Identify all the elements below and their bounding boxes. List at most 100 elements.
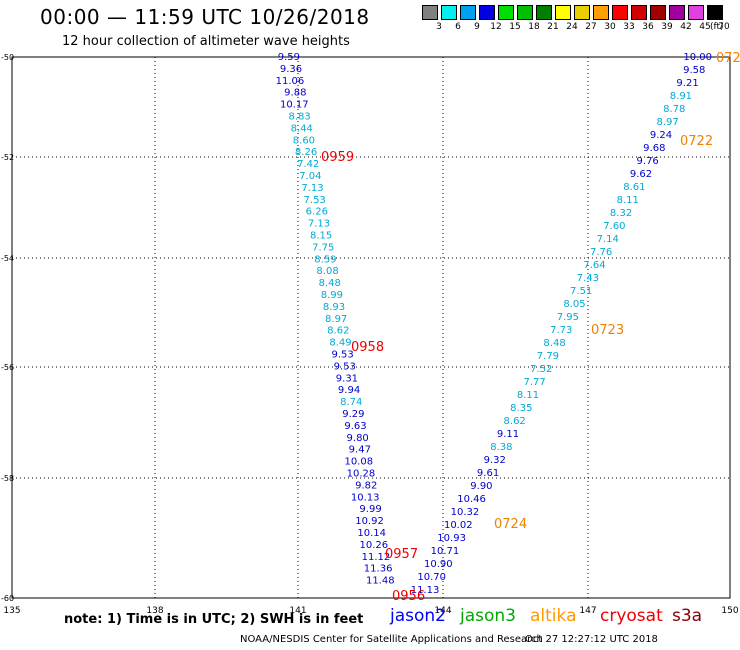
colorbar-cell bbox=[517, 5, 533, 20]
wave-height-value: 9.82 bbox=[355, 480, 377, 491]
wave-height-value: 11.48 bbox=[366, 576, 395, 587]
wave-height-value: 8.15 bbox=[310, 231, 332, 242]
colorbar-cell bbox=[441, 5, 457, 20]
longitude-label: 135 bbox=[3, 606, 20, 616]
wave-height-value: 10.26 bbox=[360, 540, 389, 551]
map-frame bbox=[11, 56, 731, 599]
wave-height-value: 11.36 bbox=[364, 564, 393, 575]
wave-height-value: 8.11 bbox=[517, 390, 539, 401]
wave-height-value: 9.11 bbox=[497, 429, 519, 440]
longitude-label: 144 bbox=[434, 606, 451, 616]
page-title: 00:00 — 11:59 UTC 10/26/2018 bbox=[40, 5, 370, 29]
pass-time-label: 0958 bbox=[351, 340, 384, 355]
colorbar-label: 12 bbox=[490, 22, 502, 32]
wave-height-value: 10.28 bbox=[347, 469, 376, 480]
wave-height-value: 9.94 bbox=[338, 385, 360, 396]
wave-height-value: 10.46 bbox=[457, 494, 486, 505]
pass-time-label: 0956 bbox=[392, 589, 425, 604]
wave-height-value: 9.62 bbox=[630, 169, 652, 180]
wave-height-value: 7.64 bbox=[583, 260, 605, 271]
colorbar-cell bbox=[422, 5, 438, 20]
wave-height-value: 8.05 bbox=[563, 299, 585, 310]
colorbar-unit: (ft) bbox=[710, 22, 724, 32]
colorbar-cell bbox=[479, 5, 495, 20]
wave-height-value: 7.43 bbox=[577, 273, 599, 284]
wave-height-value: 8.99 bbox=[321, 290, 343, 301]
wave-height-value: 9.36 bbox=[280, 64, 302, 75]
wave-height-value: 7.79 bbox=[537, 351, 559, 362]
colorbar-cell bbox=[498, 5, 514, 20]
wave-height-value: 10.90 bbox=[424, 559, 453, 570]
wave-height-value: 7.13 bbox=[308, 219, 330, 230]
footer-note: note: 1) Time is in UTC; 2) SWH is in fe… bbox=[64, 612, 364, 627]
wave-height-value: 7.75 bbox=[312, 242, 334, 253]
wave-height-value: 8.59 bbox=[314, 254, 336, 265]
wave-height-value: 9.88 bbox=[284, 88, 306, 99]
latitude-label: -52 bbox=[1, 153, 14, 162]
wave-height-value: 8.48 bbox=[319, 278, 341, 289]
pass-time-label: 0957 bbox=[385, 547, 418, 562]
wave-height-value: 8.62 bbox=[327, 326, 349, 337]
colorbar-cell bbox=[631, 5, 647, 20]
colorbar-cell bbox=[669, 5, 685, 20]
pass-time-label: 0724 bbox=[494, 517, 527, 532]
wave-height-value: 9.68 bbox=[643, 143, 665, 154]
colorbar-label: 33 bbox=[623, 22, 635, 32]
wave-height-value: 10.02 bbox=[444, 520, 473, 531]
colorbar-cell bbox=[460, 5, 476, 20]
wave-height-value: 10.32 bbox=[451, 507, 480, 518]
wave-height-value: 8.97 bbox=[656, 117, 678, 128]
wave-height-value: 8.93 bbox=[323, 302, 345, 313]
wave-height-value: 8.11 bbox=[617, 195, 639, 206]
wave-height-value: 9.61 bbox=[477, 468, 499, 479]
mission-label-jason3: jason3 bbox=[460, 606, 516, 626]
colorbar-cell bbox=[593, 5, 609, 20]
latitude-label: -58 bbox=[1, 474, 14, 483]
colorbar-label: 45 bbox=[699, 22, 711, 32]
wave-height-value: 10.00 bbox=[683, 52, 712, 63]
colorbar-cell bbox=[536, 5, 552, 20]
wave-height-value: 10.17 bbox=[280, 100, 309, 111]
pass-time-label: 0722 bbox=[680, 134, 713, 149]
wave-height-value: 7.60 bbox=[603, 221, 625, 232]
mission-label-altika: altika bbox=[530, 606, 577, 626]
longitude-label: 138 bbox=[146, 606, 163, 616]
latitude-label: -50 bbox=[1, 53, 14, 62]
colorbar-label: 6 bbox=[455, 22, 461, 32]
colorbar-label: 27 bbox=[585, 22, 597, 32]
wave-height-value: 8.62 bbox=[504, 416, 526, 427]
wave-height-value: 8.83 bbox=[288, 112, 310, 123]
wave-height-value: 6.26 bbox=[306, 207, 328, 218]
wave-height-value: 7.53 bbox=[304, 195, 326, 206]
wave-height-value: 9.76 bbox=[637, 156, 659, 167]
wave-height-value: 8.35 bbox=[510, 403, 532, 414]
pass-time-label: 0959 bbox=[321, 150, 354, 165]
wave-height-value: 8.61 bbox=[623, 182, 645, 193]
wave-height-value: 8.78 bbox=[663, 104, 685, 115]
colorbar-cell bbox=[555, 5, 571, 20]
wave-height-value: 10.92 bbox=[355, 516, 384, 527]
wave-height-value: 7.04 bbox=[299, 171, 321, 182]
colorbar-label: 39 bbox=[661, 22, 673, 32]
pass-time-label: 0722 bbox=[716, 51, 740, 66]
wave-height-value: 10.08 bbox=[344, 457, 373, 468]
colorbar-label: 30 bbox=[604, 22, 616, 32]
generation-timestamp: Oct 27 12:27:12 UTC 2018 bbox=[525, 634, 658, 645]
colorbar-label: 36 bbox=[642, 22, 654, 32]
colorbar-label: 24 bbox=[566, 22, 578, 32]
colorbar-label: 70 bbox=[718, 22, 730, 32]
latitude-label: -60 bbox=[1, 594, 14, 603]
colorbar-label: 21 bbox=[547, 22, 559, 32]
wave-height-value: 9.58 bbox=[683, 65, 705, 76]
wave-height-value: 9.53 bbox=[334, 361, 356, 372]
wave-height-value: 11.12 bbox=[362, 552, 391, 563]
wave-height-value: 9.24 bbox=[650, 130, 672, 141]
wave-height-value: 9.31 bbox=[336, 373, 358, 384]
wave-height-value: 9.59 bbox=[278, 52, 300, 63]
wave-height-value: 9.80 bbox=[347, 433, 369, 444]
wave-height-value: 7.95 bbox=[557, 312, 579, 323]
wave-height-value: 8.49 bbox=[329, 338, 351, 349]
longitude-label: 141 bbox=[289, 606, 306, 616]
wave-height-value: 8.60 bbox=[293, 135, 315, 146]
